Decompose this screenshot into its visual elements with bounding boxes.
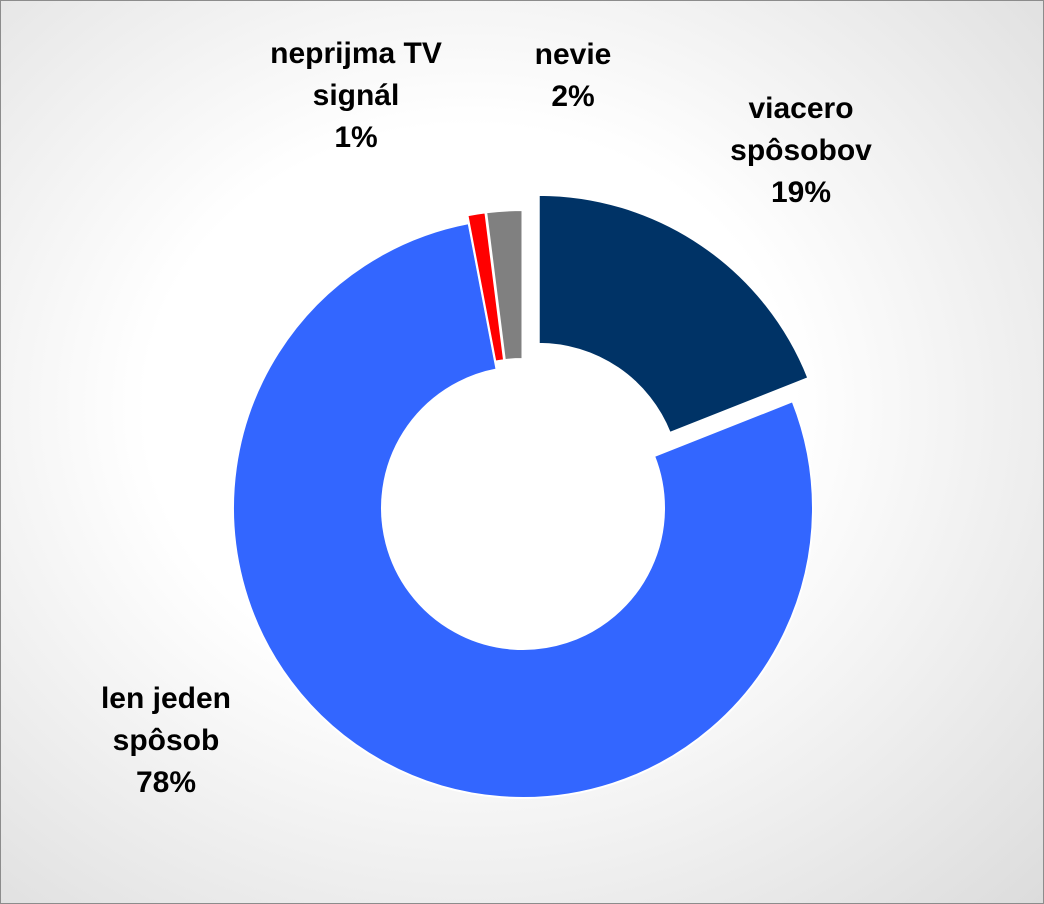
- donut-slice: [485, 209, 524, 362]
- category-name: neprijma TV signál: [270, 37, 442, 112]
- donut-slice: [232, 221, 814, 799]
- value-label: 78%: [135, 766, 197, 799]
- slice-label: len jeden spôsob 78%: [66, 678, 266, 804]
- value-label: 19%: [770, 176, 832, 209]
- slice-label: nevie 2%: [473, 34, 673, 118]
- category-name: viacero spôsobov: [730, 92, 872, 167]
- value-label: 2%: [551, 80, 595, 113]
- slice-label: viacero spôsobov 19%: [701, 88, 901, 214]
- donut-slice: [537, 193, 810, 435]
- value-label: 1%: [334, 121, 378, 154]
- category-name: len jeden spôsob: [100, 682, 232, 757]
- slice-label: neprijma TV signál 1%: [256, 33, 456, 159]
- category-name: nevie: [534, 38, 612, 71]
